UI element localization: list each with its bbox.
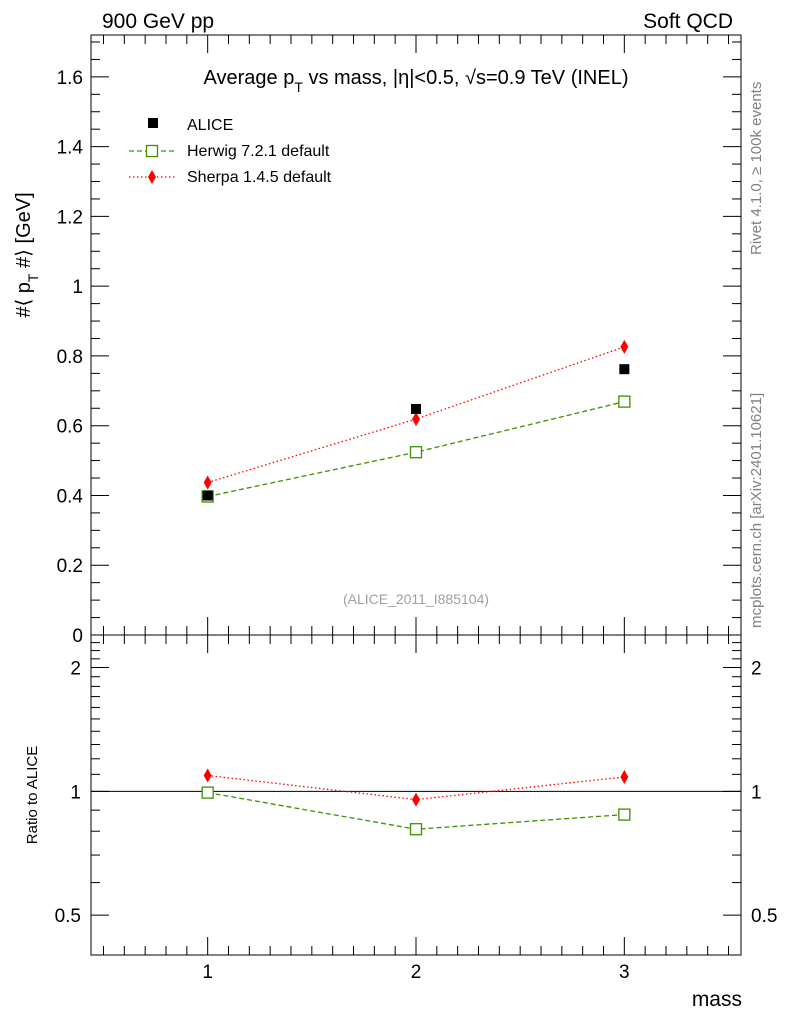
ratio-tick-label-right: 1 bbox=[751, 782, 762, 803]
sherpa-point bbox=[620, 339, 629, 354]
x-ticks: 1 2 3 bbox=[103, 35, 729, 983]
alice-point bbox=[619, 364, 630, 375]
ratio-y-axis-label: Ratio to ALICE bbox=[24, 746, 41, 844]
legend-marker-sherpa bbox=[148, 170, 156, 184]
y-tick-label: 0.4 bbox=[57, 486, 84, 507]
x-tick-label: 1 bbox=[202, 962, 213, 983]
ratio-tick-label: 2 bbox=[70, 659, 81, 680]
legend-label-sherpa: Sherpa 1.4.5 default bbox=[187, 169, 332, 186]
y-tick-label: 1.6 bbox=[57, 68, 83, 89]
y-tick-label: 0.2 bbox=[57, 556, 83, 577]
sherpa-point bbox=[412, 412, 420, 427]
legend-marker-herwig bbox=[145, 144, 159, 158]
sherpa-point bbox=[203, 475, 212, 490]
legend-label-herwig: Herwig 7.2.1 default bbox=[187, 143, 330, 160]
sherpa-line bbox=[207, 346, 625, 484]
ratio-tick-label-right: 0.5 bbox=[751, 906, 777, 927]
ratio-tick-label: 1 bbox=[70, 782, 81, 803]
energy-label: 900 GeV pp bbox=[102, 10, 214, 33]
main-series bbox=[201, 339, 631, 503]
category-label: Soft QCD bbox=[643, 10, 733, 33]
herwig-ratio-point bbox=[201, 786, 214, 799]
mcplots-credit-label: mcplots.cern.ch [arXiv:2401.10621] bbox=[748, 393, 765, 628]
x-tick-label: 2 bbox=[411, 962, 422, 983]
y-tick-label: 0.6 bbox=[57, 417, 83, 438]
ratio-series bbox=[201, 768, 631, 836]
main-y-ticks: 0 0.2 0.4 0.6 0.8 1 1.2 1.4 1.6 bbox=[57, 41, 741, 647]
main-title: Average pT vs mass, |η|<0.5, √s=0.9 TeV … bbox=[204, 67, 629, 95]
legend-label-alice: ALICE bbox=[187, 117, 233, 134]
herwig-point bbox=[618, 395, 631, 408]
sherpa-ratio-point bbox=[203, 768, 212, 783]
alice-point bbox=[202, 490, 213, 501]
x-axis-label: mass bbox=[692, 988, 742, 1011]
main-y-axis-label: #⟨ pT #⟩ [GeV] bbox=[13, 192, 41, 317]
y-tick-label: 1.4 bbox=[57, 138, 84, 159]
herwig-ratio-point bbox=[618, 808, 631, 821]
alice-point bbox=[411, 403, 421, 414]
ratio-y-ticks: 0.5 0.5 1 1 2 2 bbox=[55, 634, 777, 956]
x-tick-label: 3 bbox=[619, 962, 630, 983]
herwig-ratio-point bbox=[409, 823, 423, 836]
sherpa-ratio-point bbox=[620, 769, 629, 784]
y-tick-label: 0 bbox=[72, 626, 83, 647]
y-tick-label: 0.8 bbox=[57, 347, 83, 368]
ratio-tick-label-right: 2 bbox=[751, 659, 762, 680]
sherpa-ratio-point bbox=[412, 792, 420, 807]
legend-marker-alice bbox=[148, 118, 158, 128]
y-tick-label: 1.2 bbox=[57, 207, 83, 228]
legend: ALICE Herwig 7.2.1 default Sherpa 1.4.5 … bbox=[129, 117, 332, 186]
y-tick-label: 1 bbox=[72, 277, 83, 298]
herwig-point bbox=[409, 446, 423, 459]
analysis-watermark: (ALICE_2011_I885104) bbox=[343, 591, 489, 607]
sherpa-ratio-line bbox=[207, 774, 625, 801]
rivet-version-label: Rivet 4.1.0, ≥ 100k events bbox=[748, 82, 765, 255]
ratio-tick-label: 0.5 bbox=[55, 906, 81, 927]
